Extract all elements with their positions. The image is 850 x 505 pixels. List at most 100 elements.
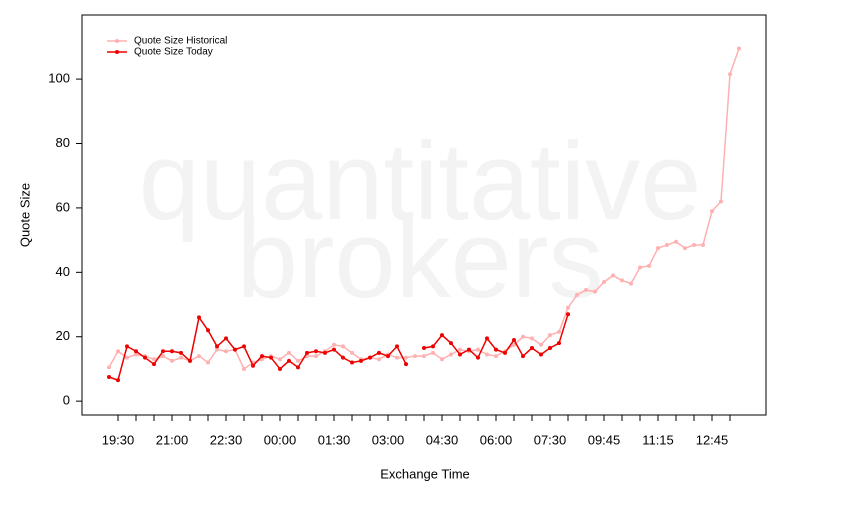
x-tick-label: 19:30 xyxy=(102,432,135,447)
x-tick-label: 07:30 xyxy=(534,432,567,447)
x-axis-label: Exchange Time xyxy=(380,466,470,481)
point xyxy=(242,366,246,371)
point xyxy=(710,209,714,214)
point xyxy=(197,315,201,320)
point xyxy=(620,278,624,283)
point xyxy=(116,349,120,354)
point xyxy=(737,46,741,51)
point xyxy=(332,342,336,347)
point xyxy=(557,329,561,334)
legend-point xyxy=(115,50,119,54)
point xyxy=(422,354,426,359)
point xyxy=(161,349,165,354)
point xyxy=(323,350,327,355)
point xyxy=(431,344,435,349)
point xyxy=(341,344,345,349)
x-tick-label: 03:00 xyxy=(372,432,405,447)
point xyxy=(638,265,642,270)
point xyxy=(521,334,525,339)
point xyxy=(728,72,732,77)
y-tick-label: 20 xyxy=(56,328,70,343)
point xyxy=(107,374,111,379)
point xyxy=(422,346,426,351)
point xyxy=(440,357,444,362)
point xyxy=(449,341,453,346)
point xyxy=(656,246,660,251)
point xyxy=(458,352,462,357)
point xyxy=(395,344,399,349)
point xyxy=(206,328,210,333)
point xyxy=(413,354,417,359)
point xyxy=(584,288,588,293)
point xyxy=(476,347,480,352)
point xyxy=(377,350,381,355)
point xyxy=(395,355,399,360)
watermark: quantitative xyxy=(139,120,702,243)
point xyxy=(296,358,300,363)
point xyxy=(368,355,372,360)
point xyxy=(161,354,165,359)
series-line xyxy=(108,313,569,382)
point xyxy=(341,355,345,360)
point xyxy=(530,346,534,351)
legend-label: Quote Size Historical xyxy=(134,36,227,47)
point xyxy=(125,355,129,360)
point xyxy=(566,305,570,310)
legend-point xyxy=(115,39,119,43)
point xyxy=(683,246,687,251)
point xyxy=(719,199,723,204)
x-tick-label: 21:00 xyxy=(156,432,189,447)
point xyxy=(152,362,156,367)
point xyxy=(215,344,219,349)
point xyxy=(674,239,678,244)
x-tick-label: 01:30 xyxy=(318,432,351,447)
point xyxy=(197,354,201,359)
point xyxy=(206,360,210,365)
point xyxy=(242,344,246,349)
point xyxy=(539,352,543,357)
point xyxy=(215,347,219,352)
x-tick-label: 00:00 xyxy=(264,432,297,447)
point xyxy=(629,281,633,286)
watermark: brokers xyxy=(237,198,604,321)
point xyxy=(494,347,498,352)
point xyxy=(224,349,228,354)
x-tick-label: 04:30 xyxy=(426,432,459,447)
point xyxy=(143,355,147,360)
point xyxy=(665,242,669,247)
point xyxy=(557,341,561,346)
point xyxy=(386,354,390,359)
point xyxy=(494,354,498,359)
point xyxy=(512,337,516,342)
point xyxy=(260,354,264,359)
point xyxy=(278,357,282,362)
point xyxy=(521,354,525,359)
point xyxy=(305,350,309,355)
point xyxy=(404,355,408,360)
point xyxy=(350,360,354,365)
point xyxy=(701,242,705,247)
point xyxy=(566,312,570,317)
point xyxy=(431,350,435,355)
point xyxy=(548,346,552,351)
point xyxy=(359,358,363,363)
point xyxy=(512,342,516,347)
y-tick-label: 100 xyxy=(48,71,70,86)
point xyxy=(287,358,291,363)
point xyxy=(467,347,471,352)
point xyxy=(269,355,273,360)
point xyxy=(350,350,354,355)
point xyxy=(539,342,543,347)
point xyxy=(449,352,453,357)
point xyxy=(314,349,318,354)
point xyxy=(134,349,138,354)
y-tick-label: 40 xyxy=(56,264,70,279)
y-tick-label: 60 xyxy=(56,199,70,214)
point xyxy=(224,336,228,341)
point xyxy=(404,362,408,367)
point xyxy=(188,358,192,363)
point xyxy=(296,365,300,370)
point xyxy=(314,354,318,359)
point xyxy=(530,336,534,341)
